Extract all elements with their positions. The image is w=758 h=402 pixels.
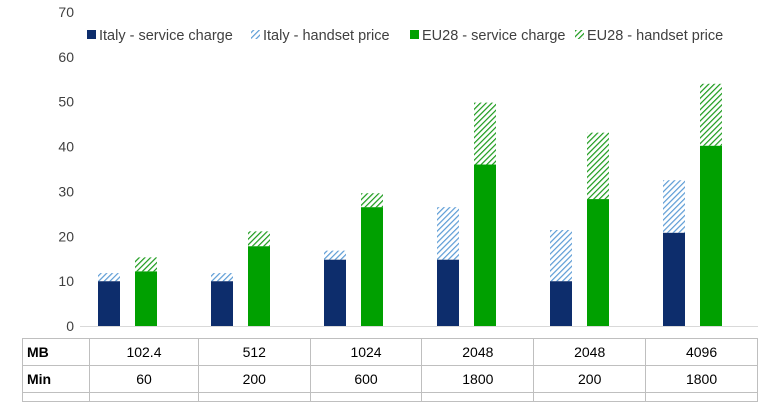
row-header: Min [22, 365, 90, 393]
legend: Italy - service charge Italy - handset pr… [87, 28, 723, 44]
table-cell: 1800 [645, 365, 758, 393]
table-row: Min 60 200 600 1800 200 1800 [22, 365, 758, 393]
table-cell [22, 392, 90, 402]
bar-segment [361, 207, 383, 326]
y-tick-label: 10 [58, 273, 74, 289]
bar-segment [248, 246, 270, 326]
table-cell: 512 [197, 338, 311, 366]
bar-segment [474, 102, 496, 165]
table-cell [197, 392, 311, 402]
row-header: MB [22, 338, 90, 366]
bar-segment [211, 281, 233, 326]
bar-segment [437, 259, 459, 326]
legend-label: Italy - service charge [99, 28, 233, 44]
y-tick-label: 50 [58, 94, 74, 110]
bar-segment [587, 132, 609, 200]
bar-segment [248, 231, 270, 247]
table-cell: 4096 [645, 338, 758, 366]
bar-segment [98, 273, 120, 282]
table-cell: 2048 [421, 338, 535, 366]
y-tick-label: 40 [58, 139, 74, 155]
table-row-cutoff [22, 392, 758, 402]
table-cell [645, 392, 758, 402]
bar-segment [550, 230, 572, 282]
bar-segment [324, 250, 346, 260]
table-cell: 60 [88, 365, 199, 393]
data-table: MB 102.4 512 1024 2048 2048 4096 Min 60 200 600 180… [22, 338, 758, 402]
table-cell: 1800 [421, 365, 535, 393]
table-cell [88, 392, 199, 402]
bar-segment [663, 180, 685, 233]
legend-swatch [410, 30, 419, 39]
legend-swatch [87, 30, 96, 39]
bar-segment [361, 193, 383, 208]
table-cell: 200 [533, 365, 647, 393]
bar-segment [587, 199, 609, 326]
bar-segment [135, 257, 157, 272]
bar-segment [700, 83, 722, 146]
y-tick-label: 60 [58, 49, 74, 65]
table-cell [309, 392, 423, 402]
table-cell: 2048 [533, 338, 647, 366]
bars [98, 83, 722, 326]
y-tick-label: 30 [58, 183, 74, 199]
bar-segment [211, 273, 233, 282]
table-cell: 200 [197, 365, 311, 393]
table-cell [421, 392, 535, 402]
table-cell: 600 [309, 365, 423, 393]
table-cell: 102.4 [88, 338, 199, 366]
bar-segment [135, 271, 157, 326]
bar-segment [700, 145, 722, 326]
bar-segment [550, 281, 572, 326]
legend-swatch [575, 30, 584, 39]
table-row: MB 102.4 512 1024 2048 2048 4096 [22, 338, 758, 366]
table-cell [533, 392, 647, 402]
table-cell: 1024 [309, 338, 423, 366]
legend-label: EU28 - handset price [587, 28, 723, 44]
y-tick-label: 70 [58, 4, 74, 20]
bar-segment [437, 207, 459, 260]
legend-label: Italy - handset price [263, 28, 390, 44]
legend-swatch [251, 30, 260, 39]
bar-segment [324, 259, 346, 326]
legend-label: EU28 - service charge [422, 28, 565, 44]
y-tick-label: 20 [58, 228, 74, 244]
y-tick-label: 0 [66, 318, 74, 334]
bar-segment [474, 164, 496, 326]
y-axis: 0 10 20 30 40 50 60 70 [58, 4, 758, 334]
bar-segment [663, 232, 685, 326]
bar-segment [98, 281, 120, 326]
